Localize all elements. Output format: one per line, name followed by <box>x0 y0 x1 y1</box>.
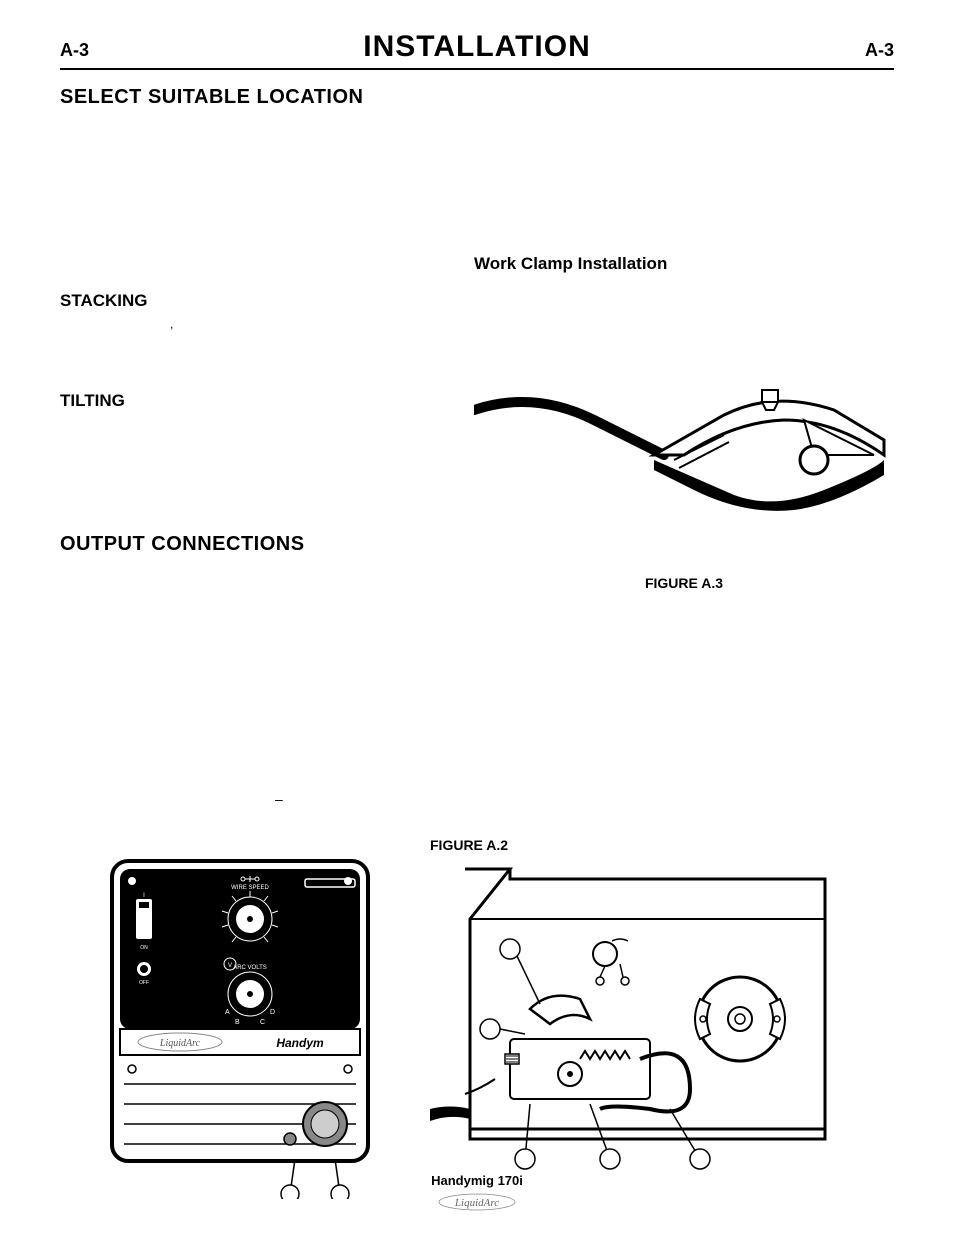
heading-work-clamp: Work Clamp Installation <box>474 254 894 274</box>
content-columns: SELECT SUITABLE LOCATION STACKING , TILT… <box>60 80 894 807</box>
footer-brand-logo: LiquidArc <box>0 1192 954 1217</box>
heading-tilting: TILTING <box>60 391 444 411</box>
heading-stacking: STACKING <box>60 291 444 311</box>
panel-model-label: Handym <box>276 1036 324 1050</box>
panel-wirespeed-label: WIRE SPEED <box>231 885 269 891</box>
panel-arcvolts-label: ARC VOLTS <box>233 965 267 971</box>
left-column: SELECT SUITABLE LOCATION STACKING , TILT… <box>60 80 444 807</box>
page-footer: Handymig 170i LiquidArc <box>0 1173 954 1217</box>
svg-text:B: B <box>235 1019 240 1026</box>
svg-text:D: D <box>270 1009 275 1016</box>
panel-off-text: OFF <box>139 980 149 986</box>
footer-model: Handymig 170i <box>0 1173 954 1188</box>
header-page-right: A-3 <box>834 40 894 61</box>
svg-text:V: V <box>228 963 232 969</box>
figure-row: I ON OFF WIRE SPEED <box>60 859 894 1204</box>
figure-a2-mechanism <box>410 859 840 1179</box>
stray-dash: – <box>275 791 444 807</box>
svg-text:C: C <box>260 1019 265 1026</box>
right-column: Work Clamp Installation FIGURE A.3 <box>474 80 894 807</box>
page: A-3 INSTALLATION A-3 SELECT SUITABLE LOC… <box>0 0 954 1235</box>
svg-text:A: A <box>225 1009 230 1016</box>
header-title: INSTALLATION <box>120 30 834 64</box>
section-select-location: SELECT SUITABLE LOCATION <box>60 86 444 109</box>
svg-text:LiquidArc: LiquidArc <box>454 1197 499 1209</box>
figure-a3-clamp <box>474 360 894 560</box>
figure-a2-caption: FIGURE A.2 <box>430 837 894 853</box>
page-header: A-3 INSTALLATION A-3 <box>60 30 894 70</box>
figure-front-panel: I ON OFF WIRE SPEED <box>110 859 370 1199</box>
figure-a3-caption: FIGURE A.3 <box>474 575 894 591</box>
header-page-left: A-3 <box>60 40 120 61</box>
stray-comma: , <box>170 317 444 331</box>
section-output-connections: OUTPUT CONNECTIONS <box>60 533 444 556</box>
panel-brand-logo: LiquidArc <box>159 1038 201 1049</box>
panel-on-text: ON <box>140 945 148 951</box>
